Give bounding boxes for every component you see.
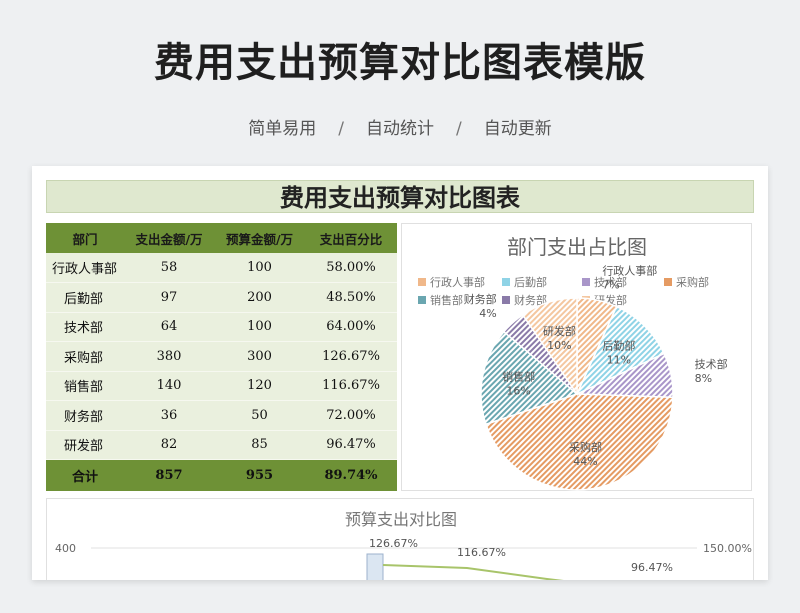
col-header-dept: 部门 xyxy=(46,223,124,253)
cell-spend: 64 xyxy=(124,312,214,342)
slice-percent-label: 7% xyxy=(602,279,619,292)
page-title: 费用支出预算对比图表模版 xyxy=(154,40,646,86)
legend-label: 技术部 xyxy=(594,275,627,289)
cell-budget: 120 xyxy=(214,371,305,401)
table-row: 技术部 64 100 64.00% xyxy=(46,312,397,342)
table-row: 行政人事部 58 100 58.00% xyxy=(46,253,397,283)
slice-name-label: 销售部 xyxy=(502,370,535,384)
budget-bar xyxy=(366,553,384,580)
spreadsheet-preview: 费用支出预算对比图表 部门 支出金额/万 预算金额/万 支出百分比 行政人事部 5… xyxy=(32,166,768,580)
slice-name-label: 后勤部 xyxy=(602,339,635,353)
line-chart: 预算支出对比图 400 150.00% 126.67% 116.67% 96.4… xyxy=(46,498,754,580)
data-label: 96.47% xyxy=(631,561,673,574)
cell-budget: 300 xyxy=(214,341,305,372)
cell-spend: 380 xyxy=(124,341,214,372)
cell-total-percent: 89.74% xyxy=(305,459,397,491)
cell-spend: 140 xyxy=(124,371,214,401)
col-header-percent: 支出百分比 xyxy=(305,223,397,253)
legend-swatch xyxy=(502,278,510,286)
pie-slice xyxy=(484,393,674,491)
cell-budget: 200 xyxy=(214,282,305,313)
legend-swatch xyxy=(664,278,672,286)
tagline: 简单易用 / 自动统计 / 自动更新 xyxy=(0,114,800,139)
legend-swatch xyxy=(502,296,510,304)
table-total-row: 合计 857 955 89.74% xyxy=(46,459,397,491)
pie-slice xyxy=(575,305,666,396)
cell-spend: 82 xyxy=(124,430,214,460)
cell-budget: 85 xyxy=(214,430,305,460)
tag-auto-stat: 自动统计 xyxy=(366,119,434,139)
col-header-budget: 预算金额/万 xyxy=(214,223,305,253)
line-chart-svg: 预算支出对比图 400 150.00% 126.67% 116.67% 96.4… xyxy=(55,510,752,580)
slice-name-label: 技术部 xyxy=(695,357,728,371)
cell-percent: 126.67% xyxy=(305,341,397,372)
cell-dept: 采购部 xyxy=(46,341,124,372)
expense-table: 部门 支出金额/万 预算金额/万 支出百分比 行政人事部 58 100 58.00% … xyxy=(46,223,397,491)
legend-label: 后勤部 xyxy=(514,275,547,289)
table-row: 财务部 36 50 72.00% xyxy=(46,400,397,431)
slice-name-label: 行政人事部 xyxy=(602,264,657,278)
table-row: 销售部 140 120 116.67% xyxy=(46,371,397,401)
cell-total-label: 合计 xyxy=(46,459,124,491)
cell-percent: 96.47% xyxy=(305,430,397,460)
legend-label: 采购部 xyxy=(676,275,709,289)
legend-swatch xyxy=(582,278,590,286)
slice-percent-label: 10% xyxy=(547,339,571,352)
cell-spend: 97 xyxy=(124,282,214,313)
cell-percent: 58.00% xyxy=(305,253,397,283)
slice-percent-label: 4% xyxy=(479,307,496,320)
pie-chart: 部门支出占比图 行政人事部 后勤部 技术部 采购部 销售部 财务部 研发部 行政人事部 7% 后… xyxy=(401,223,752,491)
cell-spend: 36 xyxy=(124,400,214,431)
slice-name-label: 采购部 xyxy=(569,440,602,454)
cell-total-budget: 955 xyxy=(214,459,305,491)
slice-name-label: 研发部 xyxy=(543,324,576,338)
cell-dept: 财务部 xyxy=(46,400,124,431)
tag-easy: 简单易用 xyxy=(248,119,317,139)
legend-label: 财务部 xyxy=(514,293,547,307)
cell-budget: 100 xyxy=(214,253,305,283)
col-header-spend: 支出金额/万 xyxy=(124,223,214,253)
legend-swatch xyxy=(418,296,426,304)
cell-percent: 48.50% xyxy=(305,282,397,313)
table-row: 研发部 82 85 96.47% xyxy=(46,430,397,460)
slice-percent-label: 16% xyxy=(506,385,530,398)
pie-slice xyxy=(521,297,578,397)
legend-swatch xyxy=(418,278,426,286)
data-label: 116.67% xyxy=(457,546,506,559)
percent-line xyxy=(382,564,564,580)
cell-dept: 销售部 xyxy=(46,371,124,401)
tag-separator: / xyxy=(456,119,462,139)
y-right-tick: 150.00% xyxy=(703,542,752,555)
cell-total-spend: 857 xyxy=(124,459,214,491)
table-row: 后勤部 97 200 48.50% xyxy=(46,282,397,313)
line-chart-title: 预算支出对比图 xyxy=(345,510,457,529)
table-header-row: 部门 支出金额/万 预算金额/万 支出百分比 xyxy=(46,223,397,253)
slice-percent-label: 11% xyxy=(607,354,631,367)
slice-percent-label: 8% xyxy=(695,372,712,385)
tag-separator: / xyxy=(338,119,344,139)
cell-budget: 50 xyxy=(214,400,305,431)
legend-label: 销售部 xyxy=(430,293,463,307)
pie-slice xyxy=(480,330,579,426)
cell-percent: 116.67% xyxy=(305,371,397,401)
y-left-tick: 400 xyxy=(55,542,76,555)
data-label: 126.67% xyxy=(369,537,418,550)
pie-chart-title: 部门支出占比图 xyxy=(507,235,647,259)
cell-budget: 100 xyxy=(214,312,305,342)
cell-spend: 58 xyxy=(124,253,214,283)
slice-name-label: 财务部 xyxy=(464,292,497,306)
cell-dept: 后勤部 xyxy=(46,282,124,313)
slice-percent-label: 44% xyxy=(573,455,597,468)
cell-dept: 技术部 xyxy=(46,312,124,342)
table-row: 采购部 380 300 126.67% xyxy=(46,341,397,372)
cell-dept: 研发部 xyxy=(46,430,124,460)
cell-percent: 72.00% xyxy=(305,400,397,431)
tag-auto-update: 自动更新 xyxy=(483,119,552,139)
legend-label: 行政人事部 xyxy=(430,275,485,289)
cell-percent: 64.00% xyxy=(305,312,397,342)
sheet-banner: 费用支出预算对比图表 xyxy=(46,180,754,213)
cell-dept: 行政人事部 xyxy=(46,253,124,283)
